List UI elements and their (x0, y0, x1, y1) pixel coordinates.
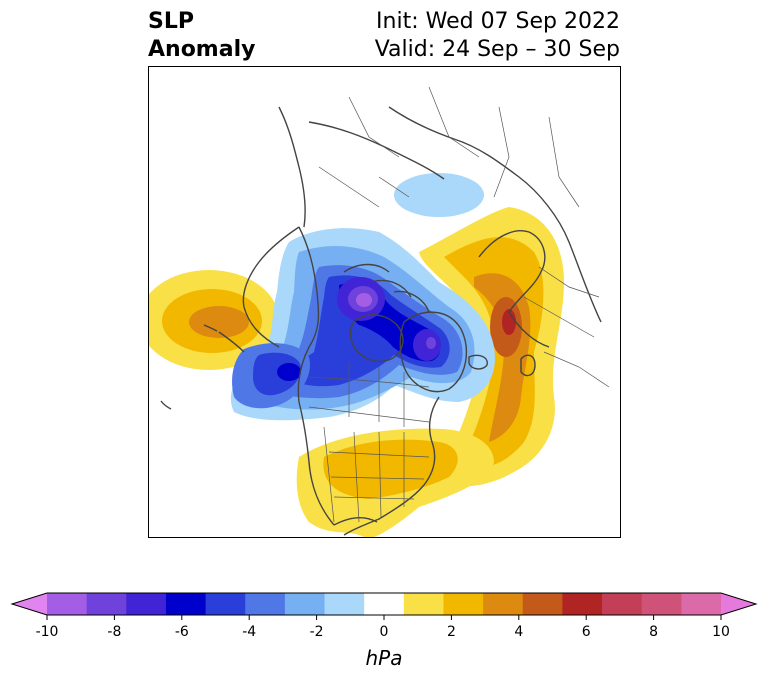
colorbar-extend-min (12, 593, 47, 615)
colorbar-segment (681, 593, 722, 615)
colorbar-segment (364, 593, 405, 615)
colorbar-segment (126, 593, 167, 615)
colorbar-tick-label: 0 (380, 624, 389, 640)
polar-low (230, 228, 495, 421)
colorbar-svg: -10 -8 -6 -4 -2 0 2 4 6 8 10 hPa (10, 592, 758, 670)
colorbar-segment (245, 593, 286, 615)
slp-anomaly-map (148, 66, 621, 538)
init-date: Init: Wed 07 Sep 2022 (376, 9, 620, 34)
coastlines (160, 106, 602, 536)
title-right: Init: Wed 07 Sep 2022 Valid: 24 Sep – 30… (375, 8, 620, 64)
colorbar-segment (205, 593, 246, 615)
colorbar-unit-label: hPa (366, 646, 403, 670)
colorbar-segment (522, 593, 563, 615)
pacific-high (149, 270, 279, 370)
colorbar-tick-label: 6 (582, 624, 591, 640)
colorbar-tick-label: 10 (712, 624, 730, 640)
valid-range: Valid: 24 Sep – 30 Sep (374, 37, 620, 62)
us-high (296, 428, 494, 537)
colorbar-tick-label: -6 (175, 624, 189, 640)
colorbar-tick-label: -10 (36, 624, 59, 640)
colorbar-segment (47, 593, 88, 615)
colorbar-segment (483, 593, 524, 615)
colorbar-tick-label: 2 (447, 624, 456, 640)
colorbar-tick-label: 8 (649, 624, 658, 640)
title-left: SLP Anomaly (148, 8, 255, 64)
colorbar-segment (443, 593, 484, 615)
map-canvas (149, 86, 610, 537)
title-field: Anomaly (148, 37, 256, 62)
colorbar: -10 -8 -6 -4 -2 0 2 4 6 8 10 hPa (0, 585, 768, 685)
colorbar-tick-label: -4 (242, 624, 256, 640)
colorbar-segment (403, 593, 444, 615)
colorbar-segment (284, 593, 326, 615)
colorbar-extend-max (721, 593, 756, 615)
colorbar-tick-label: -8 (107, 624, 121, 640)
colorbar-tick-label: 4 (514, 624, 523, 640)
colorbar-segment (641, 593, 682, 615)
borders (308, 86, 610, 523)
colorbar-segment (602, 593, 643, 615)
title-variable: SLP (148, 9, 194, 34)
colorbar-tick-label: -2 (310, 624, 324, 640)
colorbar-segment (86, 593, 127, 615)
siberia-low (394, 173, 484, 217)
colorbar-segment (165, 593, 207, 615)
colorbar-segment (324, 593, 365, 615)
colorbar-segment (562, 593, 603, 615)
